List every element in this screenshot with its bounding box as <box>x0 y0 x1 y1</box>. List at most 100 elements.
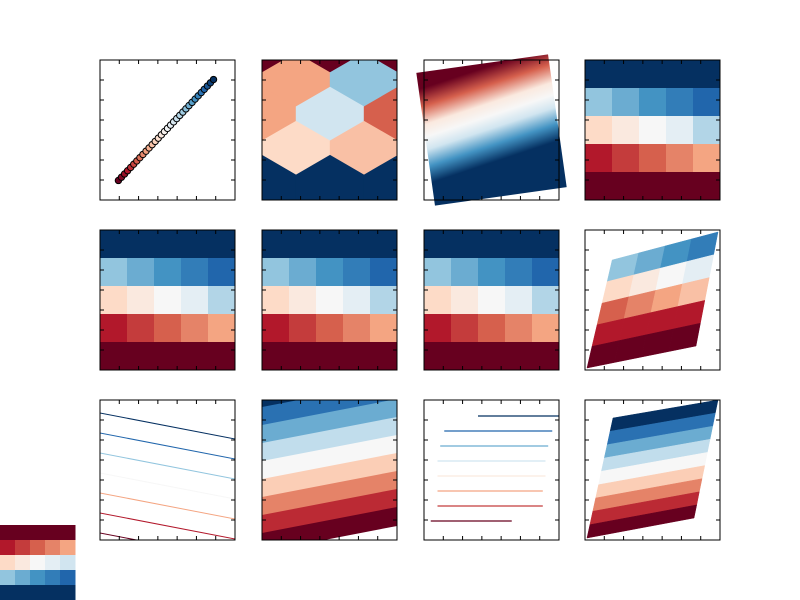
heat-cell <box>424 342 452 371</box>
heat-cell <box>154 314 182 343</box>
colorbar-cell <box>45 555 61 571</box>
contour-line <box>100 512 235 540</box>
heat-cell <box>451 286 479 315</box>
heat-cell <box>612 172 640 201</box>
colorbar-cell <box>60 555 76 571</box>
heat-cell <box>289 230 317 259</box>
contour-band <box>262 434 397 481</box>
heat-cell <box>343 230 371 259</box>
heat-cell <box>370 286 398 315</box>
heat-cell <box>262 314 290 343</box>
colorbar-cell <box>30 525 46 541</box>
contour-band <box>262 452 397 499</box>
scatter-point <box>209 75 218 84</box>
heat-cell <box>693 172 721 201</box>
heat-cell <box>262 286 290 315</box>
heat-cell <box>424 286 452 315</box>
heat-cell <box>424 230 452 259</box>
contour-line <box>100 452 235 480</box>
colorbar-cell <box>15 585 31 600</box>
contour-line <box>100 432 235 460</box>
heat-cell <box>612 144 640 173</box>
colorbar-cell <box>15 525 31 541</box>
colorbar-cell <box>45 570 61 586</box>
heat-cell <box>343 258 371 287</box>
heat-cell <box>693 88 721 117</box>
heat-cell <box>424 314 452 343</box>
heat-cell <box>289 342 317 371</box>
axes-frame-10 <box>261 399 398 541</box>
heat-cell <box>505 286 533 315</box>
axes-frame-2 <box>261 59 398 201</box>
heat-cell <box>532 342 560 371</box>
heat-cell <box>532 258 560 287</box>
panel-8-mesh <box>584 229 721 371</box>
heat-cell <box>639 116 667 145</box>
heat-cell <box>316 258 344 287</box>
heat-cell <box>478 314 506 343</box>
heat-cell <box>505 230 533 259</box>
heat-cell <box>693 60 721 89</box>
colorbar-cell <box>0 555 16 571</box>
panel-1-scatter <box>99 59 236 201</box>
heat-cell <box>100 258 128 287</box>
contour-band <box>262 488 397 535</box>
heat-cell <box>666 60 694 89</box>
heat-cell <box>585 144 613 173</box>
heat-cell <box>208 230 236 259</box>
heat-cell <box>154 230 182 259</box>
heat-cell <box>154 258 182 287</box>
panel-10-filled-contours <box>262 400 397 540</box>
heat-cell <box>370 342 398 371</box>
contour-line <box>100 412 235 440</box>
heat-cell <box>451 230 479 259</box>
contour-line <box>100 472 235 500</box>
panel-2-hexbin <box>262 60 397 200</box>
heat-cell <box>100 286 128 315</box>
heat-cell <box>370 230 398 259</box>
heat-cell <box>127 286 155 315</box>
heat-cell <box>612 60 640 89</box>
heat-cell <box>127 230 155 259</box>
filled-band <box>586 504 698 539</box>
heat-cell <box>100 342 128 371</box>
heat-cell <box>262 258 290 287</box>
colorbar-cell <box>60 570 76 586</box>
heat-cell <box>639 88 667 117</box>
panel-6-heatmap <box>261 229 398 371</box>
axes-frame-9 <box>99 399 236 541</box>
heat-cell <box>181 258 209 287</box>
heat-cell <box>262 342 290 371</box>
colorbar-cell <box>60 525 76 541</box>
colorbar-cell <box>0 540 16 556</box>
heat-cell <box>505 314 533 343</box>
heat-cell <box>289 258 317 287</box>
colorbar-cell <box>45 525 61 541</box>
contour-band <box>262 506 397 540</box>
colorbar-cell <box>45 585 61 600</box>
colorbar-cell <box>45 540 61 556</box>
heat-cell <box>343 342 371 371</box>
heat-cell <box>208 314 236 343</box>
heat-cell <box>478 258 506 287</box>
contour-line <box>100 492 235 520</box>
heat-cell <box>100 314 128 343</box>
heat-cell <box>478 342 506 371</box>
panel-10-axes <box>261 399 398 541</box>
heat-cell <box>289 314 317 343</box>
heat-cell <box>181 230 209 259</box>
heat-cell <box>505 258 533 287</box>
heat-cell <box>316 286 344 315</box>
heat-cell <box>208 286 236 315</box>
colorbar-cell <box>15 540 31 556</box>
axes-frame-1 <box>99 59 236 201</box>
panel-9-contours <box>100 412 235 540</box>
heat-cell <box>208 258 236 287</box>
panel-12-bands <box>584 399 721 541</box>
heat-cell <box>262 230 290 259</box>
heat-cell <box>585 172 613 201</box>
heat-cell <box>181 286 209 315</box>
heat-cell <box>343 314 371 343</box>
heat-cell <box>154 342 182 371</box>
axes-frame-12 <box>584 399 721 541</box>
